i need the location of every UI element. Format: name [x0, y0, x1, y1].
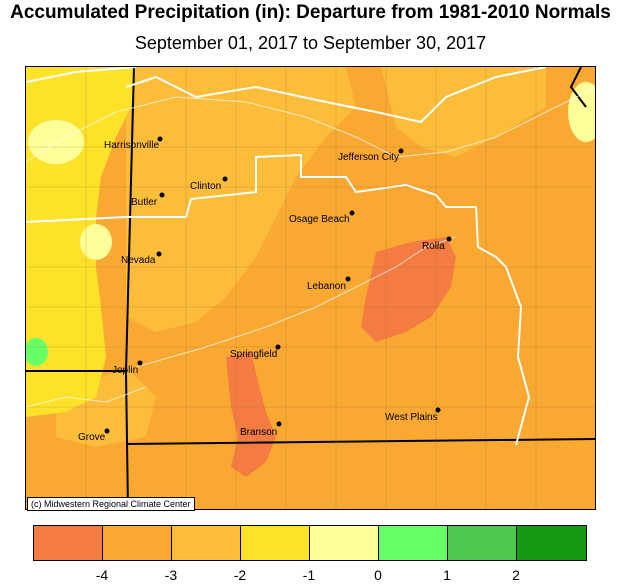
- legend-swatch-7: [448, 526, 517, 560]
- legend-tick-4: -1: [302, 567, 316, 583]
- legend-swatch-8: [517, 526, 586, 560]
- city-lebanon: Lebanon: [307, 276, 351, 292]
- fill-band-light-east: [381, 67, 546, 157]
- fill-pale-patch-3: [568, 82, 595, 142]
- svg-text:Lebanon: Lebanon: [307, 281, 346, 292]
- legend-tick-3: -2: [233, 567, 247, 583]
- rivers: [26, 87, 595, 408]
- legend-tick-5: 0: [374, 567, 382, 583]
- county-lines: [26, 67, 595, 509]
- svg-text:Rolla: Rolla: [422, 241, 445, 252]
- city-osage-beach: Osage Beach: [289, 210, 355, 225]
- legend-swatch-3: [172, 526, 241, 560]
- city-springfield: Springfield: [230, 344, 281, 360]
- svg-text:Harrisonville: Harrisonville: [104, 140, 159, 151]
- fill-deficit-rolla: [361, 237, 456, 342]
- division-borders: [26, 67, 547, 446]
- svg-text:Grove: Grove: [78, 432, 106, 443]
- city-west-plains: West Plains: [385, 407, 441, 423]
- legend-tick-1: -4: [95, 567, 109, 583]
- city-grove: Grove: [78, 428, 110, 443]
- city-butler: Butler: [131, 192, 165, 208]
- svg-text:Clinton: Clinton: [190, 181, 221, 192]
- credit-label: (c) Midwestern Regional Climate Center: [27, 497, 195, 511]
- legend-tick-2: -3: [164, 567, 178, 583]
- svg-text:Springfield: Springfield: [230, 349, 277, 360]
- city-jefferson-city: Jefferson City: [338, 148, 404, 163]
- map-subtitle: September 01, 2017 to September 30, 2017: [134, 33, 487, 53]
- state-borders: [26, 67, 595, 509]
- city-clinton: Clinton: [190, 176, 228, 192]
- city-rolla: Rolla: [422, 236, 452, 252]
- fill-green-patch: [26, 338, 48, 366]
- city-harrisonville: Harrisonville: [104, 136, 163, 151]
- fill-deficit-branson: [226, 352, 276, 477]
- map-canvas: Harrisonville Jefferson City Clinton But…: [26, 67, 595, 509]
- legend-swatch-4: [241, 526, 310, 560]
- fill-pale-patch-2: [80, 224, 112, 260]
- legend-swatch-1: [34, 526, 103, 560]
- svg-text:West Plains: West Plains: [385, 412, 438, 423]
- map-title: Accumulated Precipitation (in): Departur…: [10, 2, 611, 23]
- legend-tick-7: 2: [512, 567, 520, 583]
- svg-text:Jefferson City: Jefferson City: [338, 152, 399, 163]
- legend-swatch-6: [379, 526, 448, 560]
- city-branson: Branson: [240, 421, 282, 438]
- city-nevada: Nevada: [121, 251, 162, 266]
- svg-text:Nevada: Nevada: [121, 255, 156, 266]
- city-joplin: Joplin: [112, 360, 143, 376]
- svg-text:Branson: Branson: [240, 427, 277, 438]
- color-legend: [33, 525, 587, 561]
- legend-swatch-5: [310, 526, 379, 560]
- precipitation-map: Harrisonville Jefferson City Clinton But…: [25, 66, 596, 510]
- legend-tick-6: 1: [443, 567, 451, 583]
- legend-swatch-2: [103, 526, 172, 560]
- svg-text:Joplin: Joplin: [112, 365, 138, 376]
- svg-text:Butler: Butler: [131, 197, 158, 208]
- fill-pale-patch-1: [28, 120, 84, 164]
- svg-text:Osage Beach: Osage Beach: [289, 214, 350, 225]
- fill-band-light: [121, 67, 356, 332]
